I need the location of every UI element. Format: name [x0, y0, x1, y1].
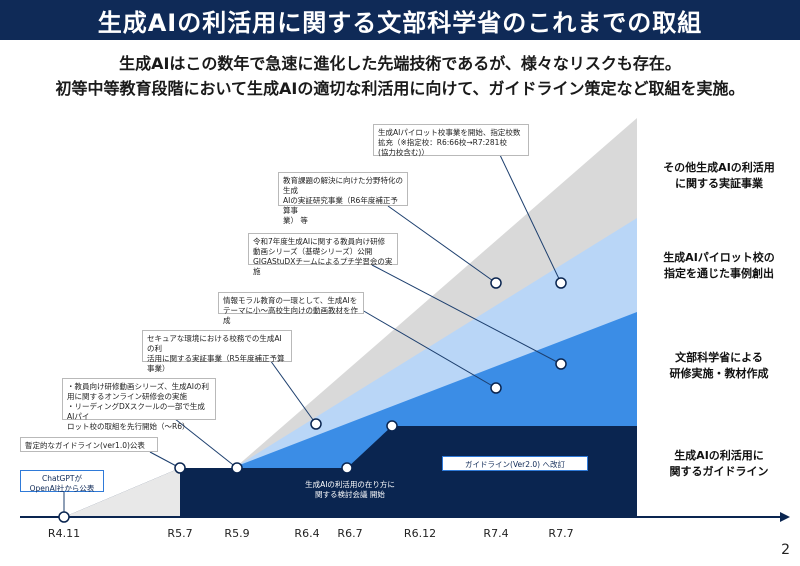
- tick-label: R7.4: [483, 527, 509, 540]
- page-title: 生成AIの利活用に関する文部科学省のこれまでの取組: [97, 8, 703, 37]
- callout-secure-env: セキュアな環境における校務での生成AIの利 活用に関する実証事業（R5年度補正予…: [142, 330, 292, 373]
- category-guideline: 生成AIの利活用に 関するガイドライン: [669, 449, 769, 478]
- callout-guideline-v1: 暫定的なガイドライン(ver1.0)公表: [20, 437, 158, 452]
- axis-arrow-icon: [780, 512, 790, 522]
- category-training: 文部科学省による 研修実施・教材作成: [669, 351, 769, 380]
- note-review-meeting: 生成AIの利活用の在り方に 関する検討会議 開始: [305, 480, 395, 499]
- milestone-dot-r7-7-training: [555, 358, 567, 370]
- milestone-dot-r6-12: [386, 420, 398, 432]
- band-base-ramp: [64, 468, 180, 517]
- tick-label: R5.9: [224, 527, 250, 540]
- milestone-dot-r7-4-other: [490, 277, 502, 289]
- callout-chatgpt: ChatGPTが OpenAI社から公表: [20, 470, 104, 493]
- tick-label: R5.7: [167, 527, 193, 540]
- milestone-dot-r6-7: [341, 462, 353, 474]
- tick-label: R4.11: [47, 527, 81, 540]
- milestone-dot-r5-9: [231, 462, 243, 474]
- milestone-dot-r4-11: [58, 511, 70, 523]
- tick-label: R6.12: [403, 527, 437, 540]
- milestone-dot-r7-7-pilot: [555, 277, 567, 289]
- subtitle-line-2: 初等中等教育段階において生成AIの適切な利活用に向けて、ガイドライン策定など取組…: [55, 79, 745, 98]
- page-number: 2: [781, 542, 790, 558]
- milestone-dot-r5-7: [174, 462, 186, 474]
- milestone-dot-r7-4-training: [490, 382, 502, 394]
- tick-label: R7.7: [548, 527, 574, 540]
- connector-lines: [63, 154, 562, 517]
- category-pilot: 生成AIパイロット校の 指定を通じた事例創出: [663, 251, 775, 280]
- callout-pilot-expand: 生成AIパイロット校事業を開始、指定校数 拡充（※指定校：R6:66校→R7:2…: [373, 124, 529, 157]
- subtitle-line-1: 生成AIはこの数年で急速に進化した先端技術であるが、様々なリスクも存在。: [119, 54, 681, 73]
- tick-label: R6.4: [294, 527, 320, 540]
- callout-training-videos: ・教員向け研修動画シリーズ、生成AIの利 用に関するオンライン研修会の実施 ・リ…: [62, 378, 216, 431]
- callout-basic-series: 令和7年度生成AIに関する教員向け研修 動画シリーズ（基礎シリーズ）公開 GIG…: [248, 233, 398, 276]
- callout-field-specific: 教育課題の解決に向けた分野特化の生成 AIの実証研究事業（R6年度補正予算事 業…: [278, 172, 408, 225]
- callout-guideline-v2: ガイドライン(Ver2.0) へ改訂: [442, 456, 588, 471]
- tick-label: R6.7: [337, 527, 363, 540]
- callout-info-moral: 情報モラル教育の一環として、生成AIを テーマに小～高校生向けの動画教材を作成: [218, 292, 364, 325]
- milestone-dot-r6-4: [310, 418, 322, 430]
- title-bar: 生成AIの利活用に関する文部科学省のこれまでの取組: [0, 0, 800, 40]
- category-other: その他生成AIの利活用 に関する実証事業: [663, 161, 775, 190]
